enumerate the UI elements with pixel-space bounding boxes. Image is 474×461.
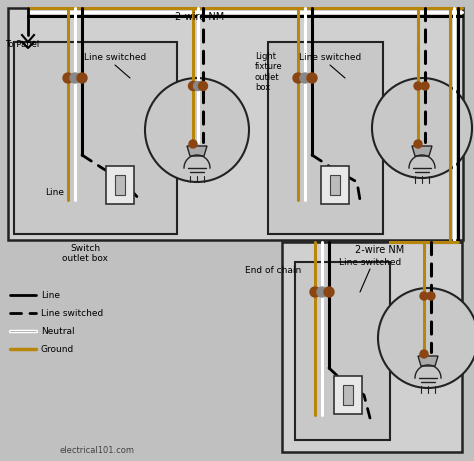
Text: To Panel: To Panel	[5, 40, 39, 49]
Text: Line switched: Line switched	[299, 53, 361, 63]
Circle shape	[420, 292, 428, 300]
Polygon shape	[412, 146, 432, 156]
Circle shape	[372, 78, 472, 178]
Circle shape	[414, 140, 422, 148]
Text: Line: Line	[41, 290, 60, 300]
Circle shape	[307, 73, 317, 83]
Bar	[268, 42, 383, 234]
Text: Line switched: Line switched	[41, 308, 103, 318]
Bar	[330, 175, 340, 195]
Text: Neutral: Neutral	[41, 326, 74, 336]
Circle shape	[421, 82, 429, 90]
Bar	[295, 262, 390, 440]
Text: Line switched: Line switched	[339, 258, 401, 266]
Bar	[321, 166, 349, 204]
Bar	[8, 8, 463, 240]
Text: 2-wire NM: 2-wire NM	[175, 12, 225, 22]
Circle shape	[324, 287, 334, 297]
Circle shape	[63, 73, 73, 83]
Bar	[115, 175, 125, 195]
Circle shape	[193, 82, 202, 90]
Polygon shape	[187, 146, 207, 156]
Circle shape	[317, 287, 327, 297]
Circle shape	[420, 350, 428, 358]
Bar	[282, 242, 462, 452]
Circle shape	[189, 140, 197, 148]
Text: Light
fixture
outlet
box: Light fixture outlet box	[255, 52, 283, 92]
Circle shape	[378, 288, 474, 388]
Circle shape	[145, 78, 249, 182]
Bar	[106, 166, 134, 204]
Text: Ground: Ground	[41, 344, 74, 354]
Bar	[14, 42, 177, 234]
Circle shape	[199, 82, 208, 90]
Circle shape	[310, 287, 320, 297]
Circle shape	[77, 73, 87, 83]
Text: End of chain: End of chain	[245, 266, 301, 274]
Bar	[343, 385, 353, 405]
Text: Switch
outlet box: Switch outlet box	[62, 244, 108, 263]
Text: Line switched: Line switched	[84, 53, 146, 63]
Text: 2-wire NM: 2-wire NM	[356, 245, 405, 255]
Circle shape	[70, 73, 80, 83]
Circle shape	[300, 73, 310, 83]
Circle shape	[414, 82, 422, 90]
Text: Line: Line	[45, 188, 64, 196]
Circle shape	[293, 73, 303, 83]
Text: electrical101.com: electrical101.com	[60, 445, 135, 455]
Circle shape	[427, 292, 435, 300]
Bar	[334, 376, 362, 414]
Circle shape	[189, 82, 198, 90]
Polygon shape	[418, 356, 438, 366]
